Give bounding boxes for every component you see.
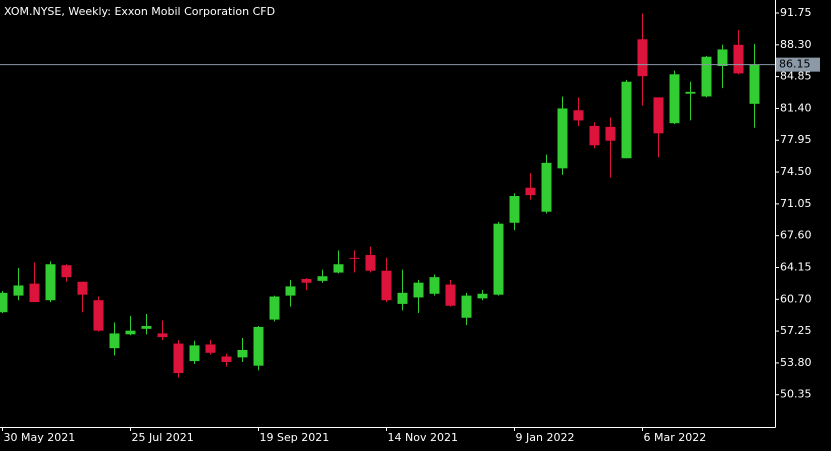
x-tick-label: 9 Jan 2022 — [516, 431, 575, 444]
candle-body — [13, 285, 24, 296]
y-tick-label: 53.80 — [780, 356, 812, 369]
candle-body — [333, 264, 344, 273]
y-tick-label: 57.25 — [780, 324, 812, 337]
candle-body — [669, 74, 680, 124]
candle-body — [189, 345, 200, 362]
x-tick-label: 6 Mar 2022 — [644, 431, 707, 444]
candle-body — [285, 286, 296, 296]
y-tick-label: 60.70 — [780, 292, 812, 305]
candle-body — [381, 270, 392, 301]
candle-body — [125, 330, 136, 335]
candle-body — [541, 162, 552, 212]
x-tick-label: 30 May 2021 — [4, 431, 76, 444]
candle-body — [429, 277, 440, 294]
x-tick-label: 25 Jul 2021 — [132, 431, 194, 444]
candle-body — [301, 279, 312, 283]
y-tick-label: 71.05 — [780, 197, 812, 210]
candle-body — [365, 255, 376, 271]
candle-body — [477, 293, 488, 299]
candle-body — [525, 187, 536, 196]
candle-body — [445, 284, 456, 306]
y-tick-label: 81.40 — [780, 101, 812, 114]
candle-body — [349, 257, 360, 259]
candle-body — [317, 276, 328, 281]
y-tick-label: 64.15 — [780, 260, 812, 273]
y-tick-label: 67.60 — [780, 229, 812, 242]
y-tick-label: 50.35 — [780, 388, 812, 401]
y-tick-label: 74.50 — [780, 165, 812, 178]
candle-body — [93, 300, 104, 331]
candle-body — [509, 196, 520, 223]
candle-body — [557, 108, 568, 169]
candle-body — [45, 264, 56, 301]
candle-body — [701, 56, 712, 97]
candle-body — [237, 350, 248, 358]
chart-title: XOM.NYSE, Weekly: Exxon Mobil Corporatio… — [4, 5, 275, 18]
x-tick-label: 19 Sep 2021 — [260, 431, 330, 444]
candle-body — [637, 39, 648, 77]
candle-body — [109, 333, 120, 349]
candle-body — [157, 333, 168, 338]
candle-body — [205, 344, 216, 353]
candle-body — [493, 223, 504, 295]
y-tick-label: 84.85 — [780, 70, 812, 83]
candle-body — [61, 265, 72, 278]
candle-body — [733, 44, 744, 74]
candle-body — [253, 326, 264, 366]
candle-body — [621, 81, 632, 159]
candle-body — [413, 282, 424, 298]
candle-body — [269, 296, 280, 320]
x-tick-label: 14 Nov 2021 — [388, 431, 458, 444]
candle-body — [653, 97, 664, 134]
candle-body — [461, 295, 472, 318]
candle-body — [221, 356, 232, 362]
candle-body — [605, 126, 616, 141]
y-tick-label: 77.95 — [780, 133, 812, 146]
candle-body — [77, 281, 88, 295]
y-tick-label: 88.30 — [780, 38, 812, 51]
candle-body — [29, 283, 40, 303]
y-tick-label: 91.75 — [780, 6, 812, 19]
candle-body — [173, 343, 184, 374]
candle-body — [573, 110, 584, 121]
candle-body — [717, 49, 728, 67]
candle-body — [0, 292, 8, 313]
candle-body — [749, 64, 760, 104]
candle-body — [685, 91, 696, 94]
candle-body — [589, 125, 600, 146]
last-price-box — [776, 57, 820, 72]
candle-body — [397, 292, 408, 304]
last-price-label: 86.15 — [779, 58, 811, 71]
candle-body — [141, 326, 152, 329]
